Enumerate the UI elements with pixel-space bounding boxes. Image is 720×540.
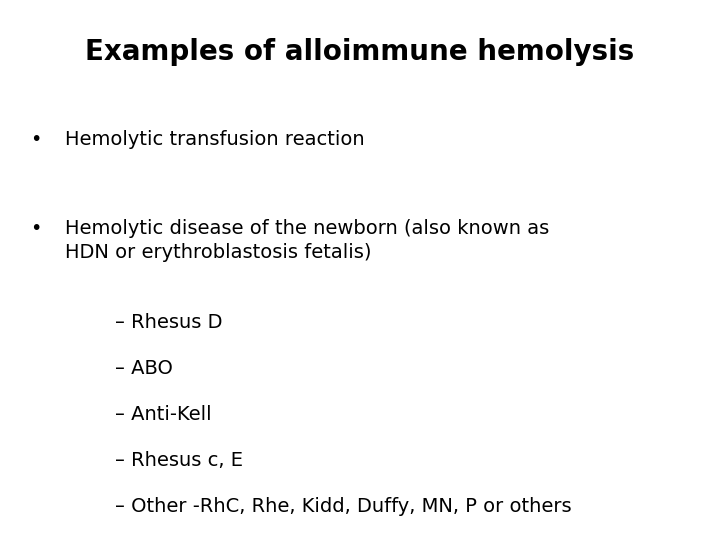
Text: – Other -RhC, Rhe, Kidd, Duffy, MN, P or others: – Other -RhC, Rhe, Kidd, Duffy, MN, P or…: [115, 497, 572, 516]
Text: •: •: [30, 130, 42, 148]
Text: – ABO: – ABO: [115, 359, 173, 378]
Text: Examples of alloimmune hemolysis: Examples of alloimmune hemolysis: [86, 38, 634, 66]
Text: Hemolytic transfusion reaction: Hemolytic transfusion reaction: [65, 130, 364, 148]
Text: – Anti-Kell: – Anti-Kell: [115, 405, 212, 424]
Text: Hemolytic disease of the newborn (also known as
HDN or erythroblastosis fetalis): Hemolytic disease of the newborn (also k…: [65, 219, 549, 262]
Text: – Rhesus c, E: – Rhesus c, E: [115, 451, 243, 470]
Text: •: •: [30, 219, 42, 238]
Text: – Rhesus D: – Rhesus D: [115, 313, 222, 332]
